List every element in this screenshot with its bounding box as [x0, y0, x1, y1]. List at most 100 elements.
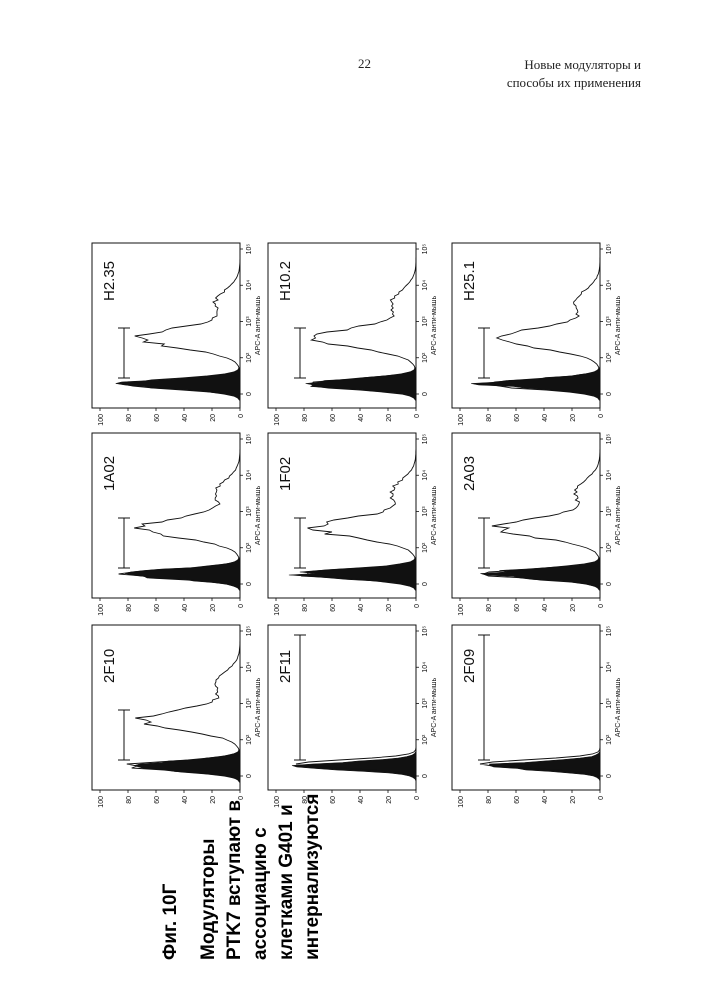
y-tick-label: 0 [238, 414, 245, 418]
panel-label: 2F09 [461, 649, 478, 683]
y-tick-label: 20 [386, 414, 393, 422]
y-tick-label: 60 [330, 796, 337, 804]
x-axis-label: APC-A анти-мышь [615, 296, 622, 356]
sample-histogram [479, 630, 601, 783]
y-tick-label: 100 [98, 796, 105, 808]
x-tick-label: 10⁴ [422, 470, 429, 481]
panel-frame [91, 624, 241, 791]
x-tick-label: 10⁴ [422, 280, 429, 291]
x-tick-label: 0 [246, 774, 253, 778]
x-tick-label: 10² [606, 734, 613, 745]
page-number: 22 [358, 56, 371, 71]
panel-label: H2.35 [101, 261, 118, 301]
x-tick-label: 10⁵ [246, 244, 253, 255]
x-tick-label: 0 [422, 774, 429, 778]
x-tick-label: 10² [422, 542, 429, 553]
panel-label: H25.1 [461, 261, 478, 301]
y-tick-label: 80 [302, 796, 309, 804]
panel-frame [91, 432, 241, 599]
y-tick-label: 100 [458, 604, 465, 616]
x-tick-label: 10² [422, 352, 429, 363]
y-tick-label: 80 [126, 414, 133, 422]
sample-histogram [487, 248, 601, 401]
panel-frame [267, 242, 417, 409]
y-tick-label: 60 [330, 604, 337, 612]
x-tick-label: 10⁵ [422, 244, 429, 255]
panel-label: 2F11 [277, 650, 294, 683]
x-axis-label: APC-A анти-мышь [431, 296, 438, 356]
y-tick-label: 80 [126, 796, 133, 804]
x-tick-label: 10⁴ [246, 280, 253, 291]
y-tick-label: 0 [238, 796, 245, 800]
y-tick-label: 80 [302, 414, 309, 422]
y-tick-label: 40 [182, 604, 189, 612]
panel-frame [451, 242, 601, 409]
y-tick-label: 100 [98, 604, 105, 616]
y-tick-label: 40 [358, 796, 365, 804]
y-tick-label: 0 [598, 604, 605, 608]
histogram-panel-2f10: 2F10 0 20 40 60 80 100 0 10² 10³ 10⁴ 10⁵ APC-A анти-… [91, 624, 262, 808]
x-tick-label: 10⁴ [246, 662, 253, 673]
x-tick-label: 0 [246, 392, 253, 396]
histogram-panel-1f02: 1F02 0 20 40 60 80 100 0 10² 10³ 10⁴ 10⁵ APC-A анти-… [267, 432, 438, 616]
y-tick-label: 40 [358, 414, 365, 422]
y-tick-label: 60 [154, 414, 161, 422]
x-tick-label: 10⁵ [422, 626, 429, 637]
x-axis-label: APC-A анти-мышь [255, 296, 262, 356]
y-tick-label: 80 [302, 604, 309, 612]
x-tick-label: 10² [246, 352, 253, 363]
sample-histogram [118, 438, 241, 591]
y-tick-label: 80 [486, 414, 493, 422]
y-tick-label: 40 [542, 796, 549, 804]
y-tick-label: 20 [386, 604, 393, 612]
x-tick-label: 10² [606, 542, 613, 553]
x-axis-label: APC-A анти-мышь [431, 678, 438, 738]
y-tick-label: 0 [414, 414, 421, 418]
x-tick-label: 10² [246, 542, 253, 553]
y-tick-label: 20 [570, 604, 577, 612]
panel-label: 1F02 [277, 457, 294, 491]
x-tick-label: 10⁴ [422, 662, 429, 673]
sample-histogram [122, 248, 241, 401]
sample-histogram [295, 630, 417, 783]
x-tick-label: 10⁴ [606, 470, 613, 481]
panel-frame [451, 432, 601, 599]
histogram-panel-h25-1: H25.1 0 20 40 60 80 100 0 10² 10³ 10⁴ 10⁵ APC-A анти… [451, 242, 622, 426]
caption-line-5: интернализуются [302, 794, 323, 960]
y-tick-label: 0 [238, 604, 245, 608]
y-tick-label: 40 [542, 414, 549, 422]
y-tick-label: 80 [486, 796, 493, 804]
histogram-panel-2f09: 2F09 0 20 40 60 80 100 0 10² 10³ 10⁴ 10⁵ APC-A анти-… [451, 624, 622, 808]
caption-line-3: ассоциацию с [250, 827, 271, 960]
x-tick-label: 10⁴ [246, 470, 253, 481]
x-tick-label: 10³ [422, 316, 429, 327]
header-title-line2: способы их применения [506, 75, 641, 90]
y-tick-label: 0 [598, 796, 605, 800]
panel-frame [267, 432, 417, 599]
y-tick-label: 40 [542, 604, 549, 612]
x-tick-label: 10³ [422, 698, 429, 709]
caption-line-1: Модуляторы [198, 839, 219, 960]
x-axis-label: APC-A анти-мышь [255, 678, 262, 738]
x-tick-label: 10⁴ [606, 280, 613, 291]
control-histogram [488, 730, 601, 783]
x-tick-label: 10⁴ [606, 662, 613, 673]
y-tick-label: 100 [98, 414, 105, 426]
y-tick-label: 0 [414, 796, 421, 800]
y-tick-label: 60 [330, 414, 337, 422]
x-tick-label: 0 [606, 392, 613, 396]
x-tick-label: 0 [422, 392, 429, 396]
sample-histogram [309, 248, 417, 401]
y-tick-label: 80 [126, 604, 133, 612]
y-tick-label: 60 [514, 796, 521, 804]
y-tick-label: 20 [570, 414, 577, 422]
x-tick-label: 0 [606, 582, 613, 586]
y-tick-label: 60 [514, 414, 521, 422]
x-tick-label: 10³ [606, 698, 613, 709]
x-tick-label: 10⁵ [422, 434, 429, 445]
x-tick-label: 10² [246, 734, 253, 745]
sample-histogram [126, 630, 241, 783]
y-tick-label: 60 [154, 604, 161, 612]
y-tick-label: 20 [386, 796, 393, 804]
